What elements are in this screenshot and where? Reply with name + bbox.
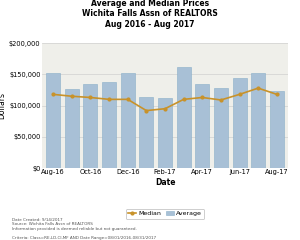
Median: [89, 96, 92, 99]
Legend: Median, Average: Median, Average: [126, 209, 204, 219]
Median: [256, 87, 260, 90]
Bar: [65, 89, 79, 168]
Text: Date Created: 9/14/2017
Source: Wichita Falls Assn of REALTORS
Information provi: Date Created: 9/14/2017 Source: Wichita …: [12, 218, 156, 240]
Bar: [251, 73, 265, 168]
Median: [182, 98, 185, 101]
Bar: [214, 88, 228, 168]
Bar: [195, 84, 209, 168]
Text: Average and Median Prices
Wichita Falls Assn of REALTORS
Aug 2016 - Aug 2017: Average and Median Prices Wichita Falls …: [82, 0, 218, 29]
Median: [51, 93, 55, 96]
Y-axis label: Dollars: Dollars: [0, 92, 6, 119]
Bar: [102, 82, 116, 168]
Median: [126, 98, 130, 101]
Median: [238, 93, 241, 96]
Median: [107, 98, 111, 101]
Bar: [158, 98, 172, 168]
Bar: [46, 73, 60, 168]
Median: [163, 107, 167, 110]
Median: [70, 95, 74, 98]
Median: [200, 96, 204, 99]
Median: [219, 99, 223, 102]
Bar: [121, 73, 135, 168]
Bar: [83, 84, 98, 168]
Median: [275, 93, 279, 96]
X-axis label: Date: Date: [155, 178, 175, 187]
Line: Median: Median: [52, 87, 278, 112]
Median: [145, 109, 148, 112]
Bar: [232, 78, 247, 168]
Bar: [177, 67, 190, 168]
Bar: [270, 91, 284, 168]
Bar: [140, 97, 153, 168]
